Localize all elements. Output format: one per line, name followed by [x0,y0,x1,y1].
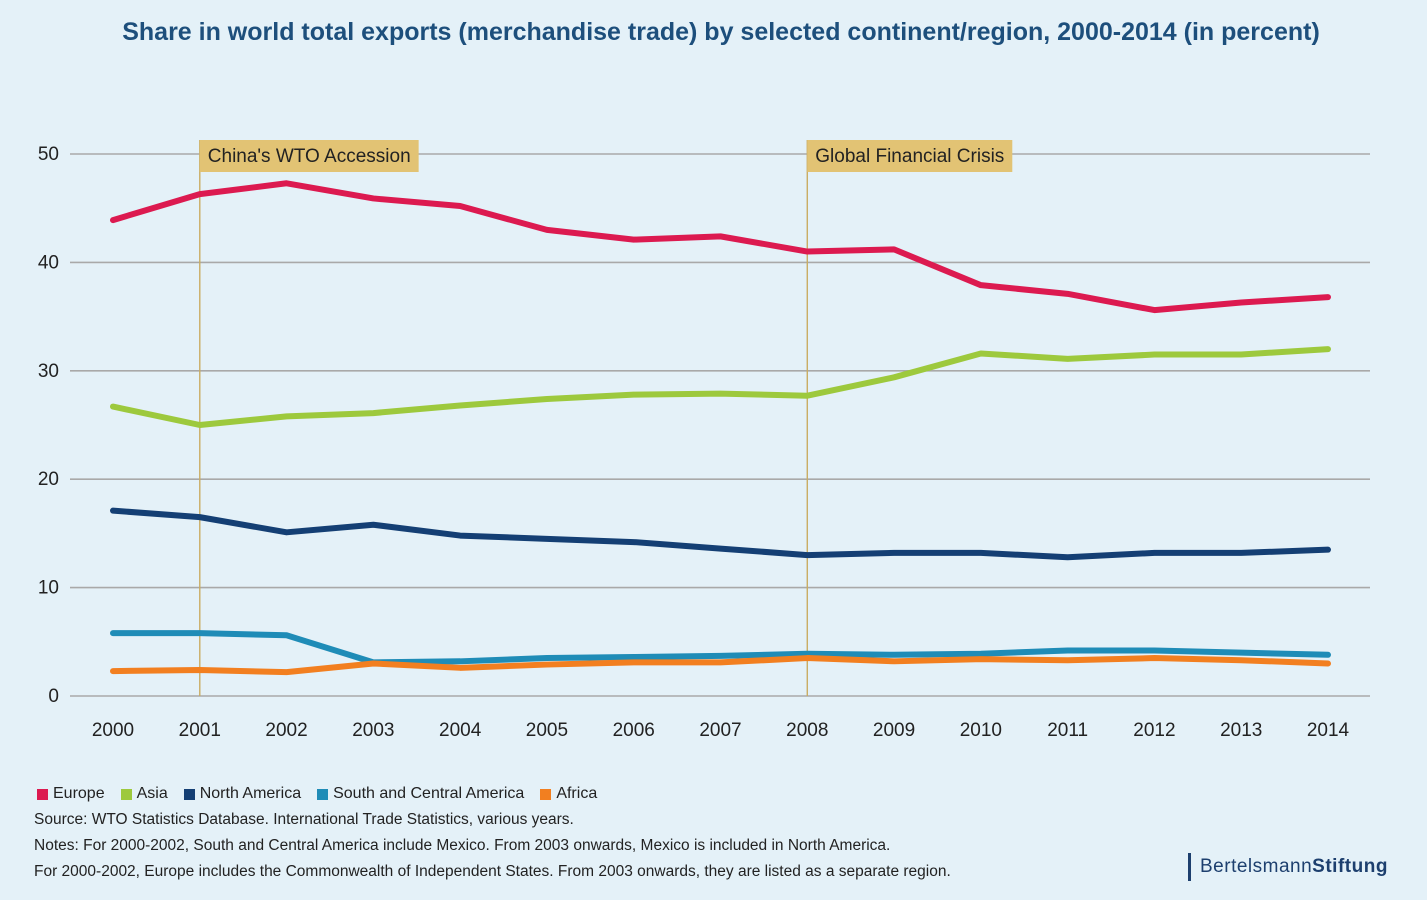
x-tick-label: 2003 [352,720,394,741]
series-line-asia [110,346,1331,428]
x-tick-label: 2013 [1220,720,1262,741]
annotation-label: China's WTO Accession [199,140,419,172]
brand-name-part1: Bertelsmann [1200,856,1313,877]
notes-line-2: For 2000-2002, Europe includes the Commo… [34,863,951,880]
source-note: Source: WTO Statistics Database. Interna… [34,811,574,828]
x-tick-label: 2007 [699,720,741,741]
y-tick-label: 0 [48,686,59,707]
x-tick-label: 2000 [92,720,134,741]
x-tick-label: 2002 [265,720,307,741]
annotation-text: Global Financial Crisis [815,146,1004,167]
x-tick-label: 2010 [960,720,1002,741]
x-tick-label: 2009 [873,720,915,741]
x-tick-label: 2014 [1307,720,1350,741]
y-tick-label: 20 [38,469,59,490]
y-tick-label: 50 [38,144,59,165]
legend: Europe Asia North America South and Central… [37,785,597,803]
legend-label: South and Central America [333,785,525,802]
x-tick-label: 2008 [786,720,828,741]
x-tick-label: 2012 [1133,720,1175,741]
y-tick-label: 40 [38,252,59,273]
annotation-box [807,140,1013,172]
brand-name-part2: Stiftung [1312,856,1388,877]
legend-swatch [540,788,552,800]
x-tick-label: 2001 [179,720,221,741]
series-line-africa [110,655,1331,676]
legend-swatch [120,788,132,800]
annotation-box [199,140,419,172]
legend-label: North America [199,785,302,802]
notes-line-1: Notes: For 2000-2002, South and Central … [34,837,891,854]
x-tick-label: 2004 [439,720,482,741]
legend-item: North America [183,785,302,803]
x-tick-label: 2011 [1047,720,1088,741]
annotations: China's WTO Accession Global Financial Cr… [199,140,1013,696]
series-line-north-america [110,507,1331,561]
y-tick-label: 10 [38,578,59,599]
annotation-text: China's WTO Accession [208,146,411,167]
series-lines [110,180,1331,676]
legend-label: Europe [53,785,105,802]
legend-item: Europe [37,785,105,803]
legend-label: Asia [136,785,168,802]
legend-swatch [317,788,329,800]
brand-logo: Bertelsmann Stiftung [1188,853,1388,881]
annotation-label: Global Financial Crisis [807,140,1013,172]
axis-labels: 0 10 20 30 40 50 2000 2001 2002 2003 2004 2005 2006 2… [38,144,1350,741]
series-line-europe [110,180,1331,314]
chart-title: Share in world total exports (merchandis… [122,18,1320,46]
legend-label: Africa [556,785,598,802]
legend-swatch [37,788,48,800]
x-tick-label: 2006 [613,720,655,741]
legend-swatch [183,788,195,800]
legend-item: Asia [120,785,168,803]
legend-item: Africa [540,785,597,803]
legend-item: South and Central America [317,785,524,803]
y-tick-label: 30 [38,361,59,382]
gridlines [70,153,1370,697]
x-tick-label: 2005 [526,720,568,741]
series-line-south-and-central-america [110,630,1331,666]
